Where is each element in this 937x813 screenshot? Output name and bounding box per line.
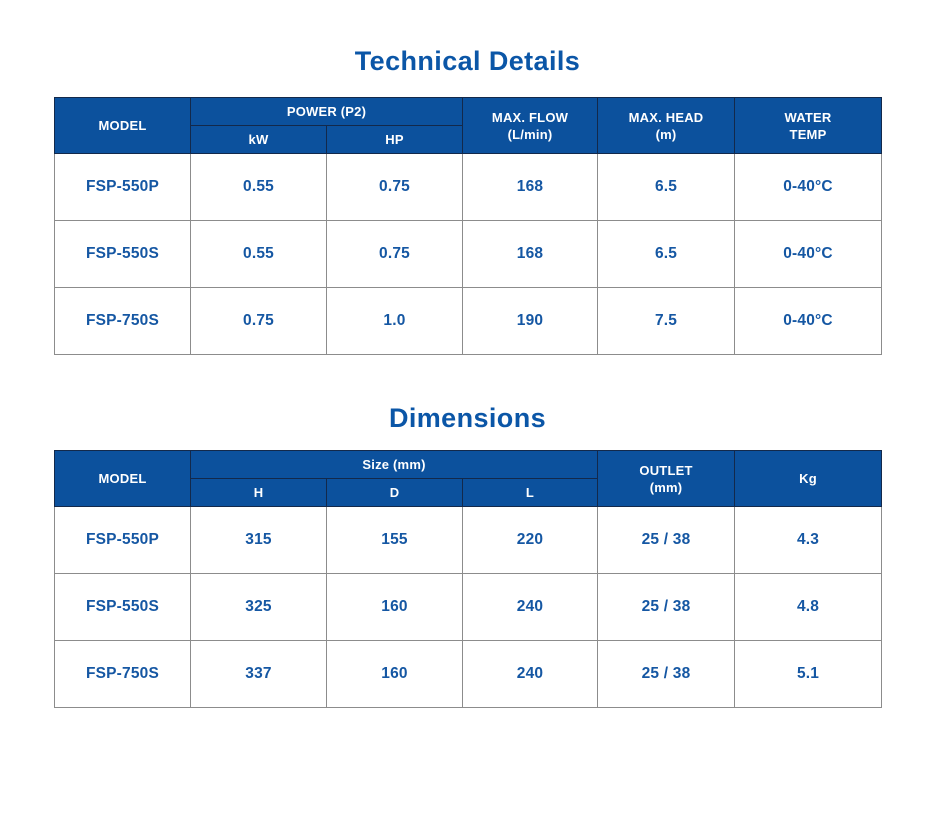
col-header-model: MODEL <box>54 450 191 507</box>
col-header-size-group: Size (mm) <box>189 450 599 479</box>
cell-outlet: 25 / 38 <box>597 640 736 708</box>
cell-max-flow: 168 <box>462 220 599 288</box>
table-row: FSP-550P 0.55 0.75 168 6.5 0-40°C <box>54 153 883 221</box>
col-header-max-flow: MAX. FLOW (L/min) <box>462 97 599 154</box>
cell-outlet: 25 / 38 <box>597 506 736 574</box>
cell-kg: 5.1 <box>734 640 883 708</box>
dimensions-table: MODEL Size (mm) OUTLET (mm) Kg H D L FSP… <box>54 450 883 708</box>
col-header-model: MODEL <box>54 97 191 154</box>
cell-max-head: 6.5 <box>597 153 736 221</box>
cell-model: FSP-550P <box>54 153 191 221</box>
cell-hp: 1.0 <box>325 287 464 355</box>
col-header-l: L <box>461 478 599 507</box>
cell-model: FSP-750S <box>54 640 191 708</box>
cell-h: 337 <box>190 640 327 708</box>
header-row: MODEL Size (mm) OUTLET (mm) Kg <box>54 450 883 507</box>
cell-water-temp: 0-40°C <box>734 153 883 221</box>
table-row: FSP-550S 0.55 0.75 168 6.5 0-40°C <box>54 220 883 288</box>
cell-model: FSP-750S <box>54 287 191 355</box>
cell-water-temp: 0-40°C <box>734 287 883 355</box>
cell-model: FSP-550P <box>54 506 191 574</box>
col-header-d: D <box>326 478 463 507</box>
cell-hp: 0.75 <box>325 220 464 288</box>
col-header-outlet: OUTLET (mm) <box>597 450 736 507</box>
header-subrow: kW HP <box>55 125 882 154</box>
col-header-hp: HP <box>325 125 464 154</box>
cell-d: 160 <box>326 573 463 641</box>
table-row: FSP-550S 325 160 240 25 / 38 4.8 <box>54 573 883 641</box>
col-header-kw: kW <box>190 125 327 154</box>
cell-l: 240 <box>461 573 599 641</box>
technical-details-title: Technical Details <box>354 46 581 76</box>
col-header-h: H <box>190 478 327 507</box>
cell-d: 160 <box>326 640 463 708</box>
header-row: MODEL POWER (P2) MAX. FLOW (L/min) MAX. … <box>54 97 883 154</box>
cell-max-flow: 168 <box>462 153 599 221</box>
cell-kg: 4.8 <box>734 573 883 641</box>
col-header-max-head: MAX. HEAD (m) <box>597 97 736 154</box>
cell-h: 325 <box>190 573 327 641</box>
table-row: FSP-750S 337 160 240 25 / 38 5.1 <box>54 640 883 708</box>
cell-max-head: 6.5 <box>597 220 736 288</box>
cell-hp: 0.75 <box>325 153 464 221</box>
cell-kw: 0.55 <box>190 220 327 288</box>
cell-water-temp: 0-40°C <box>734 220 883 288</box>
table-row: FSP-750S 0.75 1.0 190 7.5 0-40°C <box>54 287 883 355</box>
col-header-power-group: POWER (P2) <box>189 97 464 126</box>
content-container: Technical Details MODEL POWER (P2) MAX. … <box>54 46 883 708</box>
dimensions-title: Dimensions <box>388 403 547 433</box>
cell-kw: 0.75 <box>190 287 327 355</box>
cell-model: FSP-550S <box>54 220 191 288</box>
cell-kg: 4.3 <box>734 506 883 574</box>
table-row: FSP-550P 315 155 220 25 / 38 4.3 <box>54 506 883 574</box>
spec-sheet-page: { "colors": { "title_text": "#0B56A7", "… <box>0 46 937 813</box>
col-header-kg: Kg <box>734 450 883 507</box>
cell-l: 220 <box>461 506 599 574</box>
cell-outlet: 25 / 38 <box>597 573 736 641</box>
cell-kw: 0.55 <box>190 153 327 221</box>
col-header-water-temp: WATER TEMP <box>734 97 883 154</box>
cell-max-head: 7.5 <box>597 287 736 355</box>
cell-l: 240 <box>461 640 599 708</box>
cell-max-flow: 190 <box>462 287 599 355</box>
cell-model: FSP-550S <box>54 573 191 641</box>
technical-details-table: MODEL POWER (P2) MAX. FLOW (L/min) MAX. … <box>54 97 883 355</box>
cell-d: 155 <box>326 506 463 574</box>
cell-h: 315 <box>190 506 327 574</box>
header-subrow: H D L <box>55 478 882 507</box>
